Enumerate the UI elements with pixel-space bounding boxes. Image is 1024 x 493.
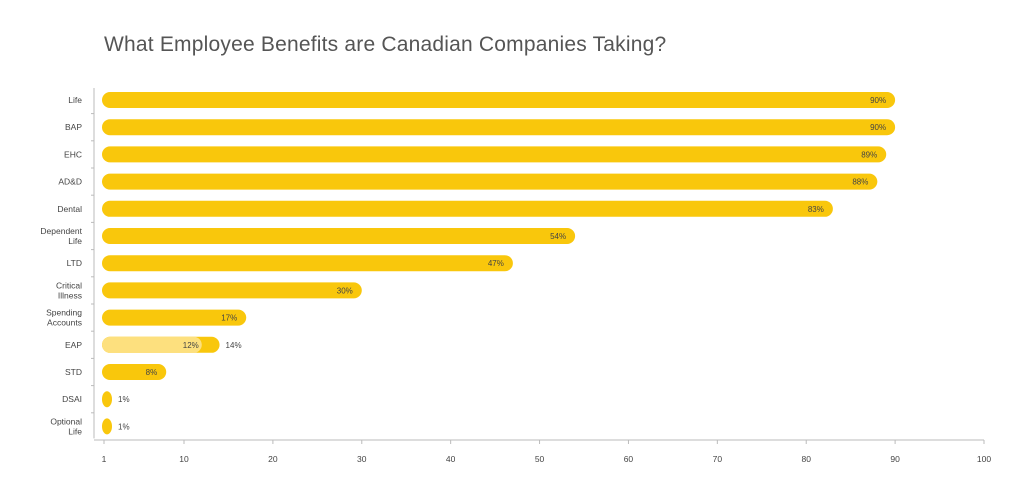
category-label: Dental bbox=[57, 204, 82, 214]
category-label: DSAI bbox=[62, 394, 82, 404]
data-label: 1% bbox=[118, 395, 130, 404]
x-tick-label: 60 bbox=[624, 454, 634, 464]
x-tick-label: 50 bbox=[535, 454, 545, 464]
bar-inner-label: 12% bbox=[183, 341, 199, 350]
category-label: AD&D bbox=[58, 177, 82, 187]
y-axis: LifeBAPEHCAD&DDentalDependentLifeLTDCrit… bbox=[40, 88, 95, 439]
x-tick-label: 1 bbox=[102, 454, 107, 464]
data-label: 54% bbox=[550, 232, 566, 241]
category-label: Life bbox=[68, 95, 82, 105]
bar-inner-segment bbox=[102, 336, 202, 353]
data-label: 14% bbox=[226, 341, 242, 350]
x-tick-label: 40 bbox=[446, 454, 456, 464]
bar bbox=[102, 228, 576, 244]
bar bbox=[102, 391, 112, 408]
x-axis: 1 10 20 30 40 50 60 70 80 90 100 bbox=[94, 439, 991, 464]
chart-title: What Employee Benefits are Canadian Comp… bbox=[104, 33, 667, 56]
category-label: Life bbox=[68, 426, 82, 436]
bar bbox=[102, 282, 362, 299]
bars: 90% 90% 89% 88% 83% 54% 47% 30% 17% 12% 14% 8% 1% 1% bbox=[102, 92, 896, 435]
x-tick-label: 20 bbox=[268, 454, 278, 464]
category-label: STD bbox=[65, 367, 82, 377]
category-label: EAP bbox=[65, 340, 82, 350]
bar bbox=[102, 200, 833, 217]
x-tick-label: 70 bbox=[713, 454, 723, 464]
bar bbox=[102, 92, 896, 108]
bar bbox=[102, 173, 878, 190]
category-label: Dependent bbox=[40, 226, 82, 236]
x-tick-label: 100 bbox=[977, 454, 991, 464]
data-label: 88% bbox=[852, 178, 868, 187]
category-label: BAP bbox=[65, 122, 82, 132]
data-label: 89% bbox=[861, 150, 877, 159]
data-label: 90% bbox=[870, 96, 886, 105]
category-label: Accounts bbox=[47, 318, 82, 328]
bar bbox=[102, 255, 513, 272]
category-label: Illness bbox=[58, 290, 82, 300]
category-label: Critical bbox=[56, 280, 82, 290]
category-label: Life bbox=[68, 236, 82, 246]
data-label: 30% bbox=[337, 286, 353, 295]
data-label: 1% bbox=[118, 422, 130, 431]
data-label: 83% bbox=[808, 205, 824, 214]
bar bbox=[102, 119, 896, 136]
category-label: EHC bbox=[64, 149, 82, 159]
data-label: 17% bbox=[221, 314, 237, 323]
x-tick-label: 30 bbox=[357, 454, 367, 464]
bar bbox=[102, 146, 887, 163]
category-label: Spending bbox=[46, 308, 82, 318]
data-label: 90% bbox=[870, 123, 886, 132]
category-label: Optional bbox=[50, 416, 82, 426]
bar bbox=[102, 418, 112, 435]
category-label: LTD bbox=[67, 258, 82, 268]
x-tick-label: 80 bbox=[801, 454, 811, 464]
bar bbox=[102, 364, 167, 380]
bar bbox=[102, 309, 247, 326]
data-label: 47% bbox=[488, 259, 504, 268]
data-label: 8% bbox=[146, 368, 158, 377]
x-tick-label: 90 bbox=[890, 454, 900, 464]
x-tick-label: 10 bbox=[179, 454, 189, 464]
